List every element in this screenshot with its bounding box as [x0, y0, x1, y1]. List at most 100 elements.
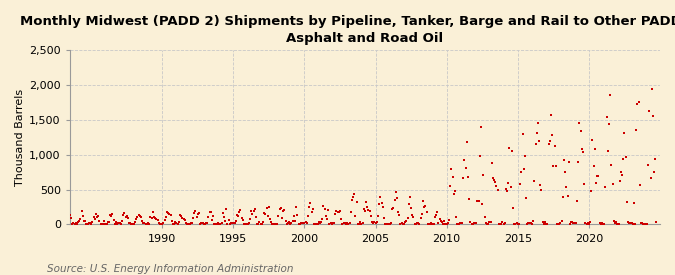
Point [402, 216, 413, 220]
Point [304, 205, 315, 209]
Point [277, 209, 288, 213]
Point [112, 221, 123, 226]
Point [526, 222, 537, 227]
Point [79, 219, 90, 223]
Text: Source: U.S. Energy Information Administration: Source: U.S. Energy Information Administ… [47, 264, 294, 274]
Point [556, 219, 567, 224]
Point [598, 222, 609, 226]
Point [592, 174, 603, 178]
Point [360, 209, 371, 213]
Point [377, 205, 388, 210]
Point [325, 221, 336, 226]
Point [406, 205, 416, 210]
Point [573, 160, 584, 164]
Point [72, 222, 82, 226]
Point [247, 212, 258, 216]
Point [342, 221, 352, 226]
Point [191, 215, 202, 219]
Point [496, 221, 507, 226]
Point [634, 183, 645, 187]
Point [184, 222, 195, 227]
Point [275, 206, 286, 210]
Point [385, 220, 396, 225]
Point [384, 221, 395, 226]
Point [271, 222, 281, 226]
Point [369, 219, 380, 224]
Point [67, 222, 78, 227]
Point [202, 221, 213, 226]
Point [282, 221, 293, 226]
Point [643, 163, 653, 168]
Point [74, 218, 84, 223]
Point [57, 222, 68, 226]
Point [338, 221, 349, 225]
Point [103, 220, 114, 224]
Point [434, 216, 445, 221]
Point [491, 184, 502, 188]
Point [161, 215, 171, 219]
Point [153, 221, 164, 225]
Title: Monthly Midwest (PADD 2) Shipments by Pipeline, Tanker, Barge and Rail to Other : Monthly Midwest (PADD 2) Shipments by Pi… [20, 15, 675, 45]
Point [266, 220, 277, 224]
Point [76, 209, 87, 214]
Point [485, 220, 496, 224]
Point [182, 222, 192, 227]
Point [109, 222, 120, 227]
Point [631, 127, 642, 132]
Point [373, 213, 383, 218]
Point [644, 109, 655, 113]
Point [412, 221, 423, 226]
Point [252, 222, 263, 226]
Point [337, 222, 348, 227]
Point [423, 221, 434, 226]
Point [539, 222, 549, 226]
Point [119, 211, 130, 215]
Point [302, 221, 313, 225]
Point [126, 221, 137, 226]
Point [113, 221, 124, 226]
Point [431, 213, 441, 217]
Point [139, 221, 150, 225]
Point [562, 194, 573, 198]
Point [159, 218, 170, 222]
Point [620, 155, 631, 159]
Point [464, 197, 475, 201]
Point [86, 222, 97, 226]
Point [261, 206, 272, 210]
Point [481, 221, 492, 226]
Point [200, 221, 211, 225]
Point [570, 221, 581, 226]
Point [138, 221, 148, 225]
Point [248, 209, 259, 213]
Point [633, 100, 644, 104]
Point [568, 220, 579, 225]
Point [225, 221, 236, 225]
Point [481, 221, 491, 226]
Point [136, 215, 146, 220]
Point [524, 221, 535, 226]
Point [376, 200, 387, 205]
Point [343, 222, 354, 226]
Point [157, 222, 167, 227]
Point [99, 219, 109, 224]
Point [246, 209, 256, 213]
Point [512, 221, 523, 226]
Point [120, 214, 131, 219]
Point [603, 122, 614, 127]
Point [354, 222, 364, 226]
Point [627, 221, 638, 226]
Point [340, 221, 350, 225]
Point [619, 130, 630, 135]
Point [420, 204, 431, 209]
Point [472, 199, 483, 203]
Point [486, 161, 497, 165]
Point [210, 221, 221, 226]
Point [137, 219, 148, 224]
Point [457, 221, 468, 226]
Point [254, 220, 265, 225]
Point [451, 214, 462, 219]
Point [550, 163, 561, 168]
Point [115, 222, 126, 227]
Point [423, 222, 433, 227]
Point [585, 220, 595, 225]
